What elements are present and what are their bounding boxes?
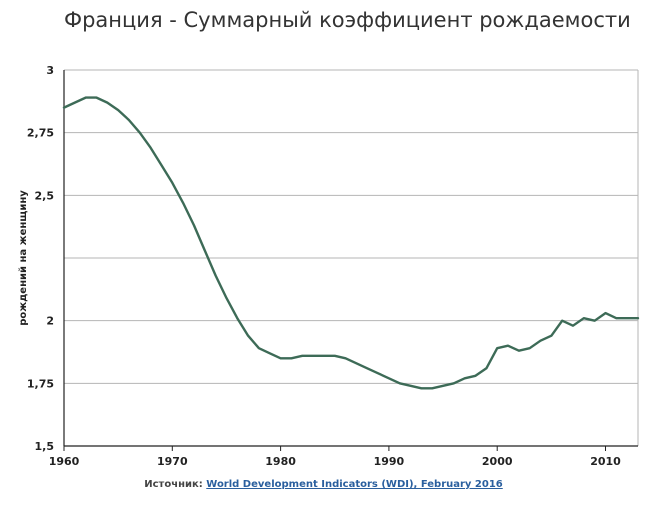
x-tick-label: 1980 (265, 455, 296, 468)
x-tick-label: 1990 (374, 455, 405, 468)
chart-title: Франция - Суммарный коэффициент рождаемо… (64, 8, 631, 32)
source-note: Источник: World Development Indicators (… (0, 479, 647, 490)
y-tick-label: 2 (46, 315, 54, 328)
series-line (62, 96, 640, 390)
y-tick-label: 3 (46, 64, 54, 77)
x-tick-label: 2010 (590, 455, 621, 468)
source-prefix: Источник: (144, 479, 203, 490)
gridlines (64, 69, 639, 446)
x-tick-label: 2000 (482, 455, 513, 468)
y-axis-label: рождений на женщину (18, 190, 29, 326)
source-link[interactable]: World Development Indicators (WDI), Febr… (206, 479, 503, 490)
tick-labels: 1,5 1,75 2 2,5 2,75 3 1960 1970 1980 1990 2000 2010 (27, 64, 621, 468)
y-tick-label: 2,5 (35, 189, 55, 202)
y-tick-label: 2,75 (27, 127, 54, 140)
x-tick-label: 1970 (157, 455, 188, 468)
axes (63, 70, 638, 451)
series-layer (62, 96, 640, 390)
y-tick-label: 1,75 (27, 377, 54, 390)
y-tick-label: 1,5 (35, 440, 55, 453)
x-tick-label: 1960 (49, 455, 80, 468)
